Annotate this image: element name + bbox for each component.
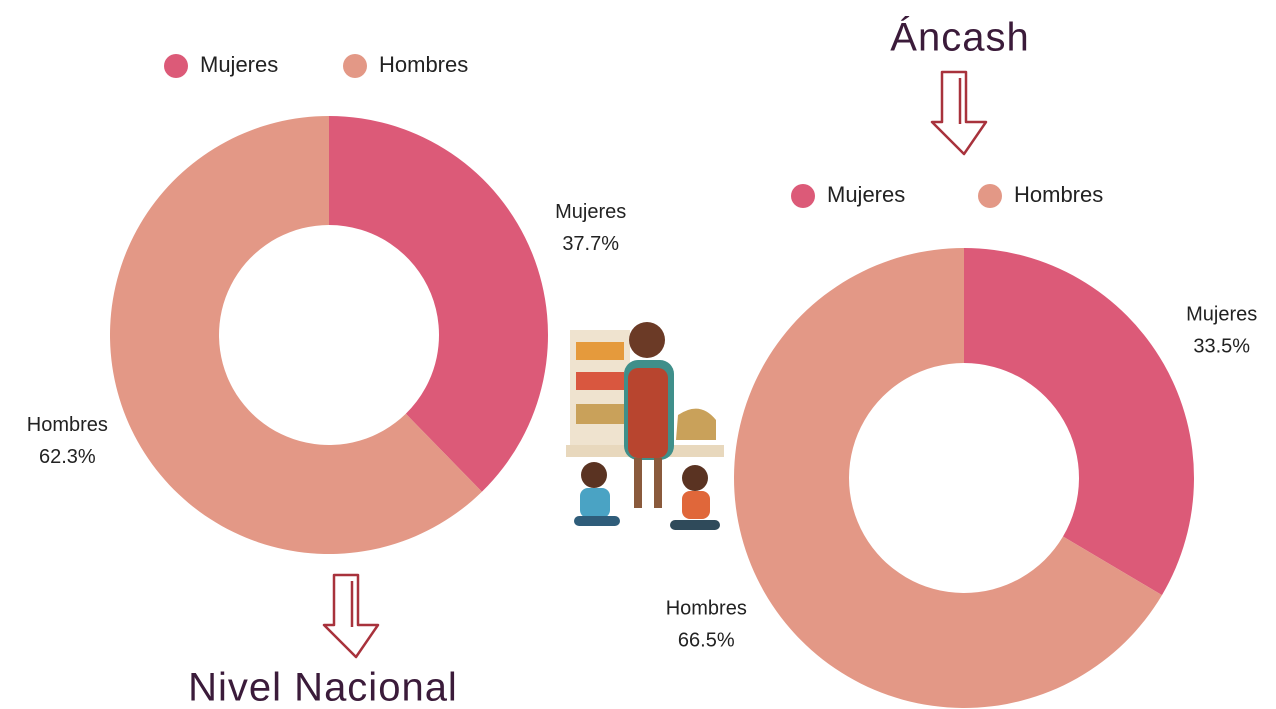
slice-label: Mujeres — [555, 201, 626, 223]
chart-title: Nivel Nacional — [188, 666, 458, 709]
slice-value-label: 33.5% — [1193, 335, 1250, 357]
legend-swatch — [343, 54, 367, 78]
legend-entry: Hombres — [379, 52, 468, 77]
donut-slice — [110, 116, 482, 555]
chart-title: Áncash — [890, 15, 1029, 60]
legend-swatch — [791, 184, 815, 208]
slice-value-label: 62.3% — [39, 446, 96, 468]
slice-label: Hombres — [27, 414, 108, 436]
arrow-down — [322, 573, 380, 659]
slice-label: Mujeres — [1186, 303, 1257, 325]
legend-swatch — [978, 184, 1002, 208]
donut-slice — [329, 116, 548, 492]
slice-value-label: 37.7% — [562, 233, 619, 255]
slice-label: Hombres — [666, 597, 747, 619]
donut-slice — [964, 248, 1194, 596]
donut-slice — [734, 248, 1162, 708]
legend-entry: Mujeres — [200, 52, 278, 77]
legend-entry: Mujeres — [827, 182, 905, 207]
slice-value-label: 66.5% — [678, 629, 735, 651]
legend-entry: Hombres — [1014, 182, 1103, 207]
legend-swatch — [164, 54, 188, 78]
arrow-down — [930, 70, 988, 156]
illustration — [566, 322, 724, 530]
